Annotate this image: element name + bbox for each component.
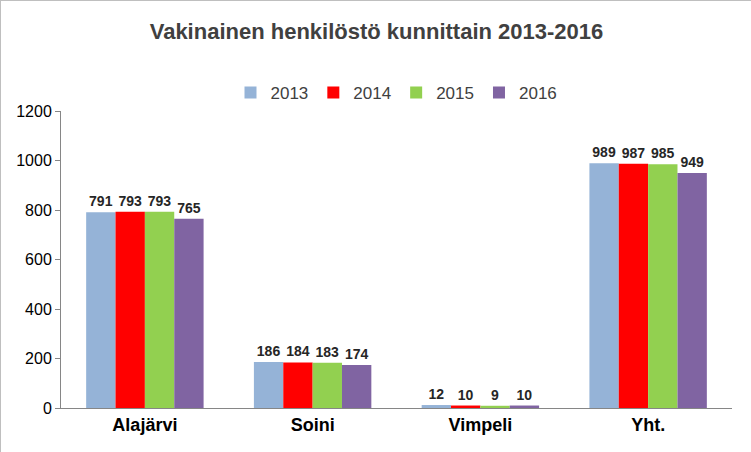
svg-text:985: 985 (651, 145, 675, 161)
svg-text:174: 174 (345, 346, 369, 362)
svg-text:9: 9 (491, 387, 499, 403)
svg-text:765: 765 (177, 200, 201, 216)
svg-text:987: 987 (622, 145, 646, 161)
svg-text:10: 10 (458, 387, 474, 403)
svg-text:989: 989 (592, 144, 616, 160)
svg-text:1200: 1200 (16, 103, 52, 120)
svg-text:Soini: Soini (291, 415, 335, 435)
svg-text:183: 183 (316, 344, 340, 360)
svg-text:200: 200 (25, 350, 52, 367)
svg-text:949: 949 (680, 154, 704, 170)
svg-text:12: 12 (428, 386, 444, 402)
svg-text:Vakinainen henkilöstö kunnitta: Vakinainen henkilöstö kunnittain 2013-20… (150, 19, 604, 44)
svg-text:793: 793 (118, 193, 142, 209)
svg-text:793: 793 (148, 193, 172, 209)
svg-text:2016: 2016 (519, 84, 557, 103)
svg-text:2015: 2015 (436, 84, 474, 103)
svg-text:Vimpeli: Vimpeli (449, 415, 513, 435)
svg-text:800: 800 (25, 202, 52, 219)
svg-text:0: 0 (43, 400, 52, 417)
svg-text:184: 184 (286, 343, 310, 359)
svg-text:Yht.: Yht. (631, 415, 665, 435)
svg-text:10: 10 (517, 387, 533, 403)
svg-text:2014: 2014 (353, 84, 391, 103)
svg-text:791: 791 (89, 193, 113, 209)
svg-text:1000: 1000 (16, 152, 52, 169)
svg-text:400: 400 (25, 301, 52, 318)
svg-text:2013: 2013 (271, 84, 309, 103)
svg-text:Alajärvi: Alajärvi (112, 415, 177, 435)
svg-text:186: 186 (257, 343, 281, 359)
svg-text:600: 600 (25, 251, 52, 268)
